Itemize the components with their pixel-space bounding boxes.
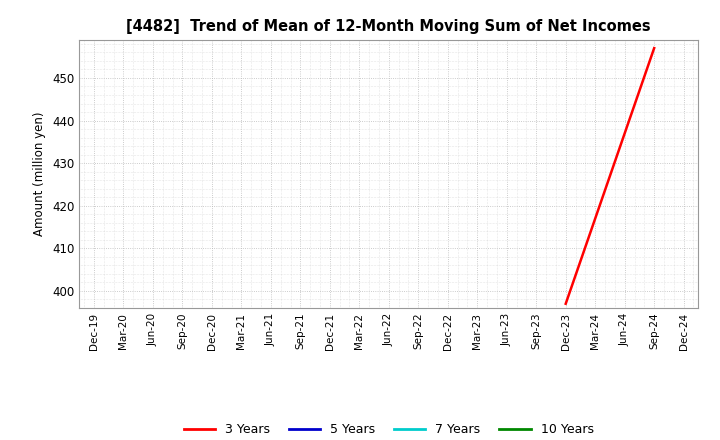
Legend: 3 Years, 5 Years, 7 Years, 10 Years: 3 Years, 5 Years, 7 Years, 10 Years [179, 418, 598, 440]
Title: [4482]  Trend of Mean of 12-Month Moving Sum of Net Incomes: [4482] Trend of Mean of 12-Month Moving … [127, 19, 651, 34]
Y-axis label: Amount (million yen): Amount (million yen) [33, 112, 46, 236]
